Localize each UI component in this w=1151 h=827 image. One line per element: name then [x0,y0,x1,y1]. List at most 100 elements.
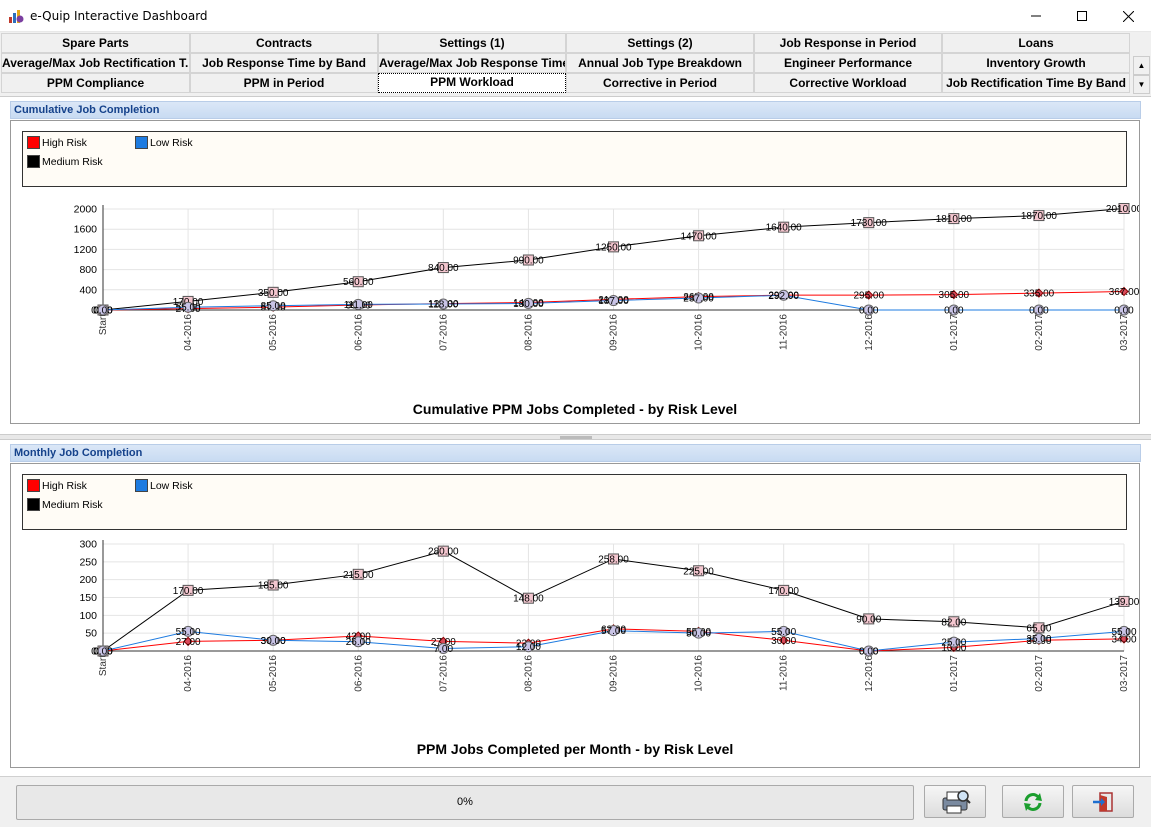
data-point[interactable] [1118,202,1130,214]
tab-inventory-growth[interactable]: Inventory Growth [942,53,1130,73]
scroll-down-button[interactable]: ▼ [1133,75,1150,94]
data-point[interactable] [522,641,534,653]
data-point[interactable] [437,262,449,274]
print-button[interactable] [924,785,986,818]
scroll-up-button[interactable]: ▲ [1133,56,1150,75]
cumulative-chart-title: Cumulative PPM Jobs Completed - by Risk … [412,401,738,417]
data-point[interactable] [863,217,875,229]
tab-job-response-in-period[interactable]: Job Response in Period [754,33,942,53]
tab-loans[interactable]: Loans [942,33,1130,53]
tab-contracts[interactable]: Contracts [190,33,378,53]
data-label: 1810.00 [936,214,973,225]
data-point[interactable] [608,241,619,253]
data-point[interactable] [1118,595,1130,607]
tab-ppm-in-period[interactable]: PPM in Period [190,73,378,93]
data-point[interactable] [437,643,449,655]
x-tick-label: 04-2016 [183,655,194,692]
data-point[interactable] [522,297,534,309]
tab-job-rectification-time-by-band[interactable]: Job Rectification Time By Band [942,73,1130,93]
data-point[interactable] [97,304,109,316]
data-point[interactable] [863,304,875,316]
tab-settings-2[interactable]: Settings (2) [566,33,754,53]
data-label: 30.00 [261,636,286,647]
tab-engineer-performance[interactable]: Engineer Performance [754,53,942,73]
data-point[interactable] [778,221,790,233]
data-point[interactable] [1034,288,1044,298]
legend-swatch [27,498,40,511]
data-point[interactable] [693,230,705,242]
exit-button[interactable] [1072,785,1134,818]
data-point[interactable] [864,290,874,300]
data-point[interactable] [778,584,790,596]
x-tick-label: 11-2016 [779,655,790,691]
data-point[interactable] [182,584,194,596]
data-point[interactable] [97,645,109,657]
data-point[interactable] [183,636,193,647]
tab-job-response-time-by-band[interactable]: Job Response Time by Band [190,53,378,73]
data-point[interactable] [352,636,364,648]
data-point[interactable] [948,304,960,316]
bar-chart-app-icon [9,10,24,23]
data-label: 30.00 [771,636,796,647]
tab-settings-1[interactable]: Settings (1) [378,33,566,53]
data-point[interactable] [1033,633,1045,645]
data-point[interactable] [182,301,194,313]
data-point[interactable] [1119,634,1129,644]
data-point[interactable] [1033,304,1045,316]
splitter-grip[interactable] [560,436,592,439]
data-point[interactable] [949,289,959,300]
data-point[interactable] [1119,286,1129,297]
tab-ppm-compliance[interactable]: PPM Compliance [1,73,190,93]
data-point[interactable] [863,645,875,657]
data-point[interactable] [352,276,364,288]
data-label: 57.00 [601,626,626,637]
tab-average-max-job-response-time[interactable]: Average/Max Job Response Time [378,53,566,73]
maximize-icon [1077,11,1087,21]
minimize-button[interactable] [1013,0,1059,32]
maximize-button[interactable] [1059,0,1105,32]
refresh-button[interactable] [1002,785,1064,818]
y-tick-label: 300 [79,539,97,551]
data-point[interactable] [948,636,960,648]
data-point[interactable] [778,625,790,637]
data-point[interactable] [693,627,705,639]
data-point[interactable] [267,300,279,312]
tab-annual-job-type-breakdown[interactable]: Annual Job Type Breakdown [566,53,754,73]
data-point[interactable] [352,568,364,580]
data-point[interactable] [437,298,449,310]
data-point[interactable] [267,634,279,646]
tab-spare-parts[interactable]: Spare Parts [1,33,190,53]
data-point[interactable] [1033,622,1045,634]
data-point[interactable] [948,213,960,225]
data-point[interactable] [693,565,705,577]
legend-label: Low Risk [150,479,193,492]
data-point[interactable] [267,286,279,298]
data-point[interactable] [437,545,449,557]
data-point[interactable] [352,298,364,310]
data-point[interactable] [608,625,619,637]
data-label: 35.00 [1026,634,1051,645]
tab-corrective-workload[interactable]: Corrective Workload [754,73,942,93]
data-point[interactable] [522,592,534,604]
data-point[interactable] [948,616,960,628]
data-point[interactable] [1033,210,1045,222]
close-button[interactable] [1105,0,1151,32]
data-point[interactable] [182,625,194,637]
data-point[interactable] [608,295,619,307]
data-label: 0.00 [93,647,113,658]
data-label: 148.00 [513,594,544,605]
data-point[interactable] [608,553,619,565]
data-point[interactable] [778,289,790,301]
data-point[interactable] [1118,304,1130,316]
data-point[interactable] [1118,625,1130,637]
data-point[interactable] [863,613,875,625]
tab-ppm-workload[interactable]: PPM Workload [378,73,566,93]
data-point[interactable] [267,579,279,591]
tab-corrective-in-period[interactable]: Corrective in Period [566,73,754,93]
data-point[interactable] [693,292,705,304]
data-point[interactable] [522,254,534,266]
panel-splitter[interactable] [0,434,1151,440]
tab-average-max-job-rectification-t[interactable]: Average/Max Job Rectification T... [1,53,190,73]
legend-swatch [135,479,148,492]
data-point[interactable] [778,635,789,646]
